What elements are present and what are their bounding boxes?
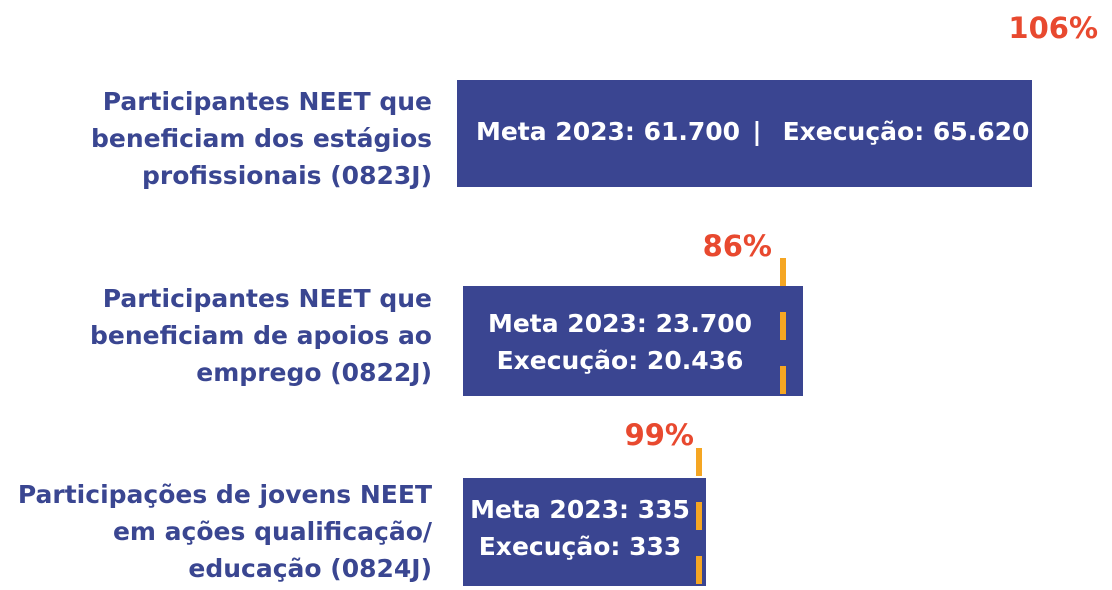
bar bbox=[457, 80, 1032, 187]
execucao: Execução: 20.436 bbox=[497, 346, 744, 375]
label: emprego (0822J) bbox=[196, 358, 432, 387]
execucao: Execução: 65.620 bbox=[783, 117, 1030, 146]
meta: Meta 2023: 23.700 bbox=[488, 309, 752, 338]
bar bbox=[463, 478, 706, 586]
label: educação (0824J) bbox=[188, 554, 432, 583]
execucao: Execução: 333 bbox=[479, 532, 682, 561]
percent: 86% bbox=[703, 229, 772, 263]
label: Participantes NEET que bbox=[103, 87, 432, 116]
percent: 106% bbox=[1008, 11, 1098, 45]
label: profissionais (0823J) bbox=[142, 161, 432, 190]
label: Participações de jovens NEET bbox=[18, 480, 432, 509]
label: em ações qualificação/ bbox=[113, 517, 433, 546]
percent: 99% bbox=[625, 418, 694, 452]
label: beneficiam de apoios ao bbox=[90, 321, 432, 350]
meta: Meta 2023: 61.700 bbox=[476, 117, 740, 146]
label: Participantes NEET que bbox=[103, 284, 432, 313]
label: beneficiam dos estágios bbox=[91, 124, 432, 153]
separator: | bbox=[752, 117, 761, 146]
bar bbox=[463, 286, 803, 396]
meta: Meta 2023: 335 bbox=[470, 495, 690, 524]
